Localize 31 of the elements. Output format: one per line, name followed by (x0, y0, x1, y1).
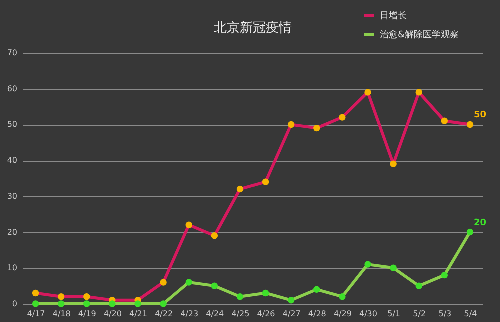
x-tick-label: 4/21 (130, 310, 148, 318)
x-tick-label: 4/30 (360, 310, 378, 318)
y-tick-label: 70 (7, 48, 18, 58)
x-tick-label: 4/17 (27, 310, 46, 318)
x-tick-label: 4/18 (52, 310, 71, 318)
x-tick-label: 5/3 (438, 310, 452, 318)
x-tick-label: 4/29 (334, 310, 352, 318)
chart-title: 北京新冠疫情 (214, 21, 292, 36)
y-tick-label: 50 (7, 120, 18, 130)
y-tick-label: 0 (12, 300, 18, 308)
y-tick-label: 60 (7, 84, 18, 94)
y-tick-label: 30 (7, 192, 18, 201)
x-tick-label: 4/24 (206, 310, 224, 318)
x-tick-label: 4/23 (180, 310, 199, 318)
y-tick-label: 10 (7, 264, 18, 273)
x-tick-label: 5/2 (413, 310, 426, 318)
x-tick-label: 4/25 (232, 310, 250, 318)
data-label: 50 (474, 110, 486, 121)
y-tick-label: 20 (7, 228, 18, 237)
x-tick-label: 5/1 (388, 310, 400, 318)
x-tick-label: 4/19 (78, 310, 96, 318)
legend-label: 治愈&解除医学观察 (380, 30, 460, 40)
x-tick-label: 4/20 (104, 310, 122, 318)
y-tick-label: 40 (7, 156, 18, 166)
legend-label: 日增长 (380, 10, 407, 22)
x-tick-label: 5/4 (464, 310, 478, 318)
data-label: 20 (474, 218, 486, 228)
x-tick-label: 4/26 (257, 310, 276, 318)
x-tick-label: 4/27 (282, 310, 301, 318)
x-tick-label: 4/22 (155, 310, 174, 318)
x-tick-label: 4/28 (308, 310, 326, 318)
